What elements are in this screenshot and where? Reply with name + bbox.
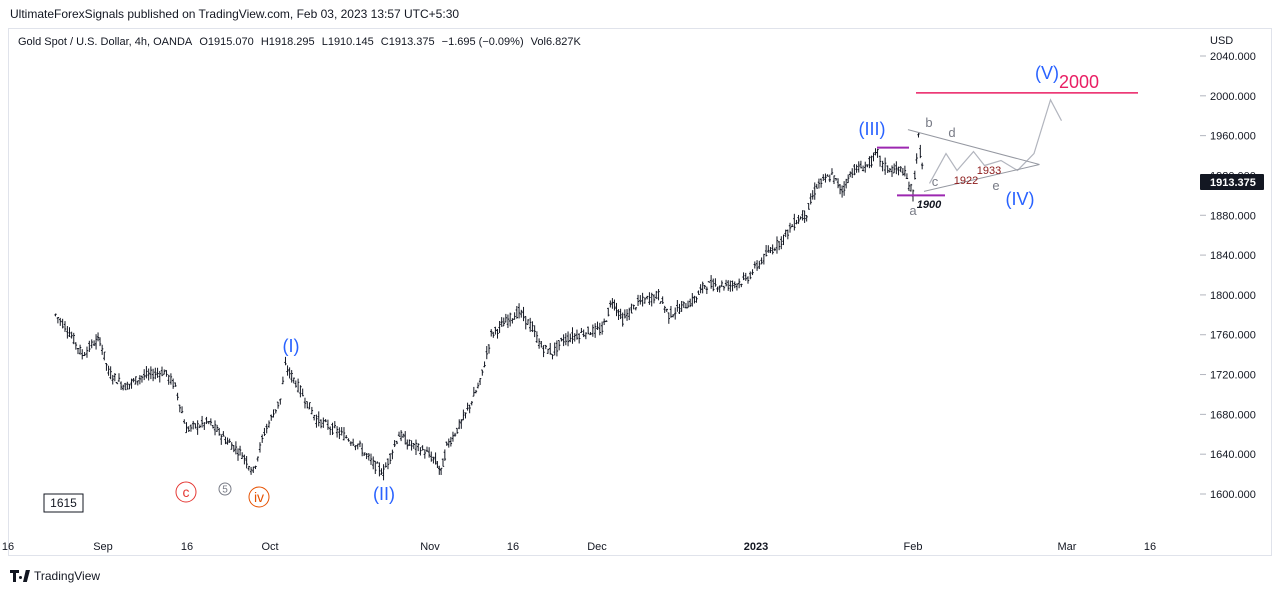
footer-brand[interactable]: TradingView (34, 569, 101, 583)
minor-label: iv (254, 489, 264, 505)
y-tick-label: 1960.000 (1210, 131, 1256, 143)
legend-open: O1915.070 (199, 36, 254, 48)
minor-label-circle (218, 482, 232, 496)
x-tick-label: Feb (904, 541, 923, 553)
tradingview-logo-icon (10, 570, 30, 582)
triangle-letter: a (909, 203, 917, 218)
minor-label: 5 (222, 485, 228, 496)
footer: TradingView (10, 569, 100, 583)
level-1933: 1933 (977, 165, 1001, 177)
chart-frame[interactable] (8, 28, 1272, 556)
wave-label: (II) (373, 484, 395, 504)
last-price-label: 1913.375 (1210, 177, 1256, 189)
target-label: 2000 (1059, 72, 1099, 92)
x-tick-label: Nov (420, 541, 440, 553)
triangle-letter: b (925, 115, 932, 130)
x-tick-label: Oct (261, 541, 278, 553)
box-label-frame (43, 493, 84, 513)
minor-label: c (183, 484, 190, 500)
level-1922: 1922 (954, 175, 978, 187)
publisher-line: UltimateForexSignals published on Tradin… (10, 7, 460, 21)
wave-label: (I) (283, 336, 300, 356)
triangle-letter: d (948, 125, 955, 140)
x-tick-label: Mar (1058, 541, 1077, 553)
y-axis-unit: USD (1210, 35, 1233, 47)
x-tick-label: 16 (507, 541, 519, 553)
y-tick-label: 1760.000 (1210, 330, 1256, 342)
y-tick-label: 1600.000 (1210, 489, 1256, 501)
projected-path (928, 98, 1063, 184)
wave-label: (IV) (1006, 189, 1035, 209)
wave-label: (III) (859, 119, 886, 139)
x-tick-label: 16 (1144, 541, 1156, 553)
triangle-upper-line (907, 129, 1040, 165)
y-tick-label: 1800.000 (1210, 290, 1256, 302)
triangle-letter: c (932, 174, 939, 189)
x-tick-label: Sep (93, 541, 113, 553)
y-tick-label: 2000.000 (1210, 91, 1256, 103)
legend-change: −1.695 (−0.09%) (441, 36, 524, 48)
candles (54, 133, 924, 481)
x-tick-label: 2023 (744, 541, 768, 553)
x-tick-label: 16 (2, 541, 14, 553)
triangle-lower-line (923, 164, 1040, 192)
y-tick-label: 1640.000 (1210, 449, 1256, 461)
y-tick-label: 1680.000 (1210, 409, 1256, 421)
last-price-tag (1200, 174, 1264, 191)
triangle-letter: e (992, 178, 999, 193)
legend-volume: Vol6.827K (530, 36, 581, 48)
minor-label-circle (175, 481, 197, 503)
x-tick-label: Dec (587, 541, 607, 553)
wave-label: (V) (1035, 63, 1059, 83)
legend-close: C1913.375 (380, 36, 435, 48)
y-tick-label: 2040.000 (1210, 51, 1256, 63)
y-tick-label: 1720.000 (1210, 370, 1256, 382)
symbol-legend: Gold Spot / U.S. Dollar, 4h, OANDA O1915… (18, 36, 585, 48)
legend-high: H1918.295 (260, 36, 315, 48)
legend-low: L1910.145 (321, 36, 374, 48)
x-tick-label: 16 (181, 541, 193, 553)
level-1900: 1900 (917, 199, 942, 211)
legend-symbol[interactable]: Gold Spot / U.S. Dollar, 4h, OANDA (18, 36, 193, 48)
y-tick-label: 1880.000 (1210, 210, 1256, 222)
y-tick-label: 1840.000 (1210, 250, 1256, 262)
box-label: 1615 (50, 496, 77, 510)
minor-label-circle (248, 486, 270, 508)
